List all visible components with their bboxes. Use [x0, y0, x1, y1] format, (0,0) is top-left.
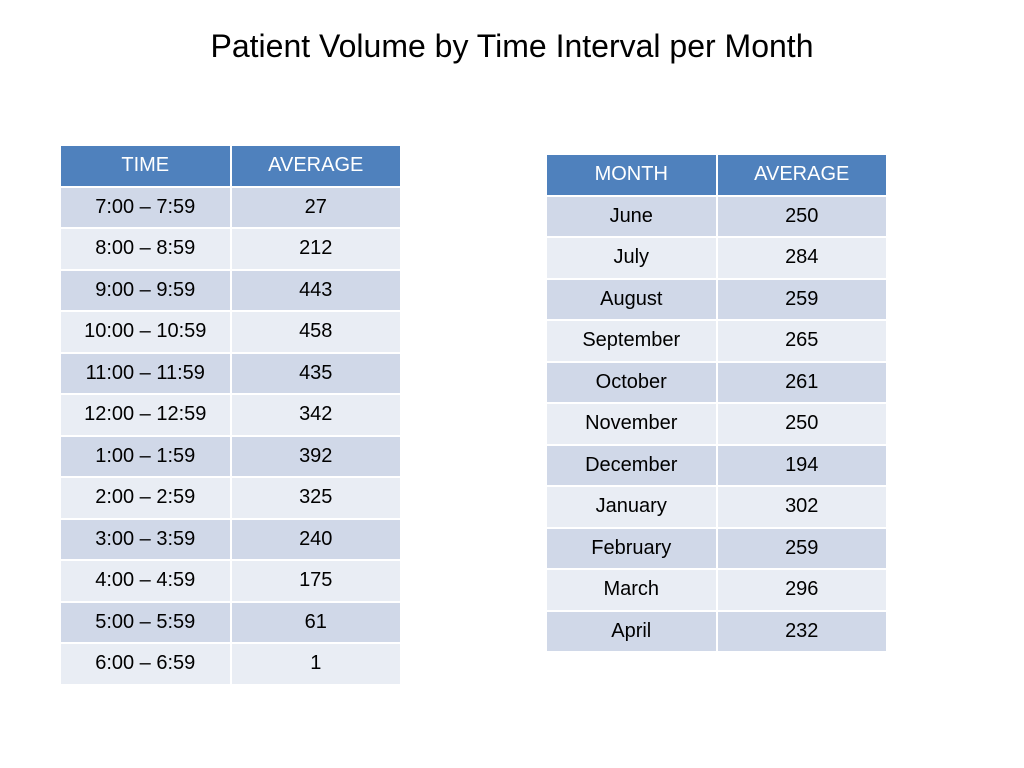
- average-cell: 259: [715, 526, 888, 570]
- time-cell: 9:00 – 9:59: [59, 268, 232, 312]
- table-row: 5:00 – 5:59 61: [59, 600, 402, 644]
- table-row: December 194: [545, 443, 888, 487]
- month-cell: October: [545, 360, 718, 404]
- time-cell: 1:00 – 1:59: [59, 434, 232, 478]
- table-row: 10:00 – 10:59 458: [59, 310, 402, 354]
- average-cell: 296: [715, 568, 888, 612]
- average-cell: 443: [229, 268, 402, 312]
- table-header-row: MONTH AVERAGE: [545, 153, 888, 197]
- average-cell: 194: [715, 443, 888, 487]
- table-row: February 259: [545, 526, 888, 570]
- table-row: 6:00 – 6:59 1: [59, 642, 402, 686]
- average-cell: 27: [229, 185, 402, 229]
- average-cell: 265: [715, 319, 888, 363]
- average-cell: 261: [715, 360, 888, 404]
- average-cell: 250: [715, 194, 888, 238]
- average-cell: 175: [229, 559, 402, 603]
- table-row: 7:00 – 7:59 27: [59, 185, 402, 229]
- table-row: March 296: [545, 568, 888, 612]
- time-cell: 8:00 – 8:59: [59, 227, 232, 271]
- average-cell: 458: [229, 310, 402, 354]
- month-cell: January: [545, 485, 718, 529]
- time-cell: 10:00 – 10:59: [59, 310, 232, 354]
- average-cell: 240: [229, 517, 402, 561]
- average-cell: 325: [229, 476, 402, 520]
- month-cell: September: [545, 319, 718, 363]
- time-cell: 3:00 – 3:59: [59, 517, 232, 561]
- time-cell: 2:00 – 2:59: [59, 476, 232, 520]
- table-row: January 302: [545, 485, 888, 529]
- table-row: 2:00 – 2:59 325: [59, 476, 402, 520]
- table-row: June 250: [545, 194, 888, 238]
- time-cell: 11:00 – 11:59: [59, 351, 232, 395]
- table-header-row: TIME AVERAGE: [59, 144, 402, 188]
- average-cell: 1: [229, 642, 402, 686]
- table-row: August 259: [545, 277, 888, 321]
- average-cell: 232: [715, 609, 888, 653]
- table-row: October 261: [545, 360, 888, 404]
- average-cell: 435: [229, 351, 402, 395]
- month-cell: July: [545, 236, 718, 280]
- table-row: 12:00 – 12:59 342: [59, 393, 402, 437]
- time-cell: 4:00 – 4:59: [59, 559, 232, 603]
- table-row: 8:00 – 8:59 212: [59, 227, 402, 271]
- month-cell: March: [545, 568, 718, 612]
- table-row: April 232: [545, 609, 888, 653]
- month-cell: June: [545, 194, 718, 238]
- average-column-header: AVERAGE: [715, 153, 888, 197]
- time-average-table: TIME AVERAGE 7:00 – 7:59 27 8:00 – 8:59 21…: [59, 144, 402, 686]
- time-column-header: TIME: [59, 144, 232, 188]
- table-row: 1:00 – 1:59 392: [59, 434, 402, 478]
- average-cell: 250: [715, 402, 888, 446]
- month-column-header: MONTH: [545, 153, 718, 197]
- table-row: 11:00 – 11:59 435: [59, 351, 402, 395]
- average-cell: 302: [715, 485, 888, 529]
- average-column-header: AVERAGE: [229, 144, 402, 188]
- average-cell: 61: [229, 600, 402, 644]
- month-cell: November: [545, 402, 718, 446]
- month-average-table: MONTH AVERAGE June 250 July 284 August 259 …: [545, 153, 888, 653]
- time-cell: 5:00 – 5:59: [59, 600, 232, 644]
- average-cell: 392: [229, 434, 402, 478]
- table-row: November 250: [545, 402, 888, 446]
- month-cell: April: [545, 609, 718, 653]
- time-cell: 6:00 – 6:59: [59, 642, 232, 686]
- time-cell: 7:00 – 7:59: [59, 185, 232, 229]
- table-row: 4:00 – 4:59 175: [59, 559, 402, 603]
- time-cell: 12:00 – 12:59: [59, 393, 232, 437]
- month-cell: August: [545, 277, 718, 321]
- table-row: 3:00 – 3:59 240: [59, 517, 402, 561]
- table-row: September 265: [545, 319, 888, 363]
- average-cell: 284: [715, 236, 888, 280]
- table-row: 9:00 – 9:59 443: [59, 268, 402, 312]
- average-cell: 212: [229, 227, 402, 271]
- page-title: Patient Volume by Time Interval per Mont…: [210, 28, 814, 64]
- average-cell: 342: [229, 393, 402, 437]
- average-cell: 259: [715, 277, 888, 321]
- month-cell: February: [545, 526, 718, 570]
- table-row: July 284: [545, 236, 888, 280]
- month-cell: December: [545, 443, 718, 487]
